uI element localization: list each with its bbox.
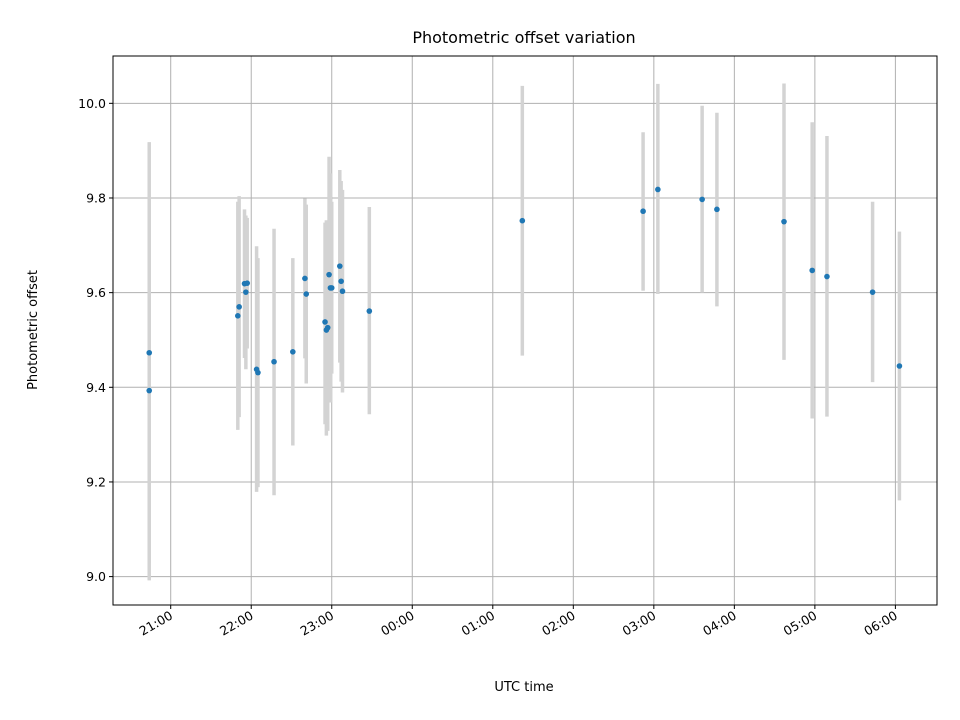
x-tick-label: 04:00 xyxy=(700,608,739,639)
grid xyxy=(113,56,937,605)
data-point xyxy=(869,289,876,295)
y-tick-label: 9.2 xyxy=(86,474,106,489)
x-tick-label: 00:00 xyxy=(378,608,417,639)
data-point xyxy=(271,358,277,365)
x-tick-label: 23:00 xyxy=(298,608,337,639)
data-point xyxy=(236,304,242,310)
data-point xyxy=(337,263,343,269)
x-tick-label: 05:00 xyxy=(781,608,820,639)
data-point xyxy=(322,319,328,325)
data-point xyxy=(640,208,646,215)
data-point xyxy=(714,206,720,213)
data-point xyxy=(243,289,249,295)
data-point xyxy=(809,267,815,274)
x-axis-ticks: 21:00 22:00 23:00 00:00 01:00 02:00 03:00 04:00… xyxy=(137,605,900,639)
y-tick-label: 9.0 xyxy=(86,569,106,584)
x-tick-label: 22:00 xyxy=(217,608,256,639)
chart-title: Photometric offset variation xyxy=(412,28,635,47)
y-tick-label: 9.4 xyxy=(86,380,106,395)
y-axis-label: Photometric offset xyxy=(26,270,41,390)
data-point xyxy=(146,349,153,356)
data-point xyxy=(519,217,526,224)
x-tick-label: 06:00 xyxy=(861,608,900,639)
data-point xyxy=(338,278,344,285)
x-tick-label: 02:00 xyxy=(539,608,578,639)
data-point xyxy=(655,186,661,193)
x-tick-label: 01:00 xyxy=(459,608,498,639)
data-point xyxy=(244,280,251,286)
data-point xyxy=(302,275,308,282)
data-point xyxy=(235,313,241,319)
data-point xyxy=(824,273,830,280)
y-tick-label: 10.0 xyxy=(78,96,106,111)
data-point xyxy=(896,363,903,369)
x-axis-label: UTC time xyxy=(494,680,553,695)
data-point xyxy=(146,387,153,394)
data-point xyxy=(290,348,296,355)
data-point xyxy=(255,369,261,376)
data-point xyxy=(339,288,346,295)
data-point xyxy=(699,196,705,203)
x-tick-label: 21:00 xyxy=(137,608,176,639)
error-bars xyxy=(147,83,902,581)
y-axis-ticks: 9.0 9.2 9.4 9.6 9.8 10.0 xyxy=(78,96,113,584)
y-tick-label: 9.8 xyxy=(86,190,106,205)
data-point xyxy=(326,271,332,278)
data-point xyxy=(366,308,373,314)
data-point xyxy=(781,218,787,225)
data-points xyxy=(146,186,903,394)
data-point xyxy=(303,291,310,297)
y-tick-label: 9.6 xyxy=(86,285,106,300)
data-point xyxy=(328,285,335,291)
plot-frame xyxy=(112,55,938,606)
x-tick-label: 03:00 xyxy=(620,608,659,639)
data-point xyxy=(324,324,331,331)
